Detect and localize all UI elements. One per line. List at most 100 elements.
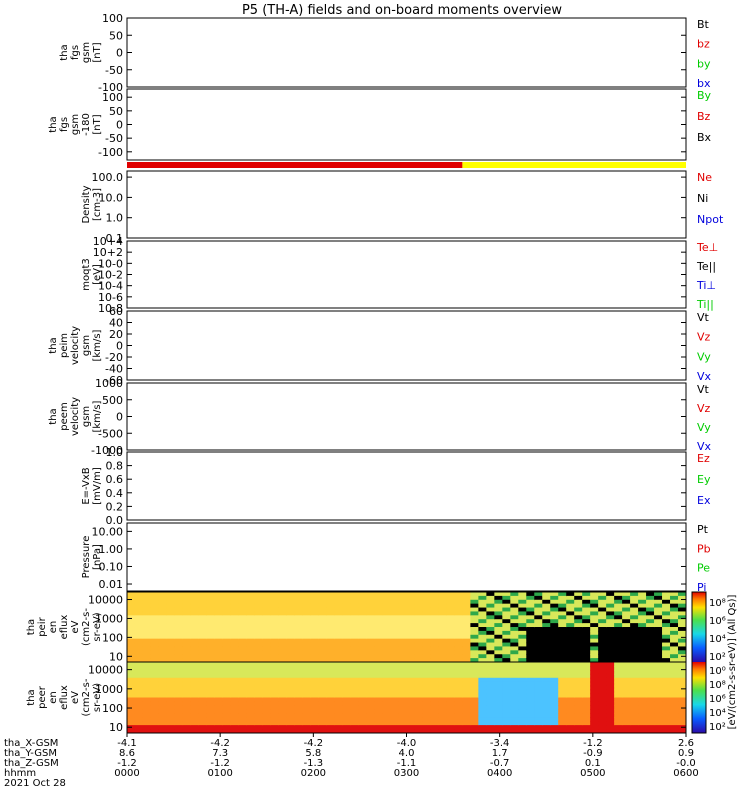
y-tick-label: 0.1	[106, 232, 124, 245]
heatmap-cell	[622, 607, 631, 613]
heatmap-cell	[486, 599, 495, 605]
heatmap-cell	[630, 725, 639, 730]
heatmap-cell	[582, 717, 591, 722]
heatmap-cell	[494, 592, 503, 597]
heatmap-cell	[526, 658, 535, 662]
heatmap-cell	[590, 721, 599, 726]
heatmap-cell	[190, 623, 200, 628]
heatmap-cell	[254, 599, 264, 605]
heatmap-cell	[606, 705, 615, 710]
heatmap-cell	[646, 709, 655, 714]
heatmap-cell	[510, 677, 519, 683]
heatmap-cell	[510, 650, 519, 655]
heatmap-cell	[462, 595, 471, 601]
heatmap-cell	[294, 638, 304, 644]
heatmap-cell	[326, 709, 336, 714]
heatmap-cell	[574, 709, 583, 714]
heatmap-cell	[238, 725, 248, 730]
heatmap-cell	[414, 662, 424, 667]
heatmap-cell	[406, 599, 416, 605]
heatmap-cell	[334, 713, 344, 718]
legend-entry: Bt	[697, 18, 710, 31]
heatmap-cell	[182, 595, 192, 601]
heatmap-cell	[286, 627, 296, 632]
heatmap-cell	[574, 607, 583, 613]
heatmap-cell	[558, 634, 567, 640]
heatmap-cell	[574, 685, 583, 691]
heatmap-cell	[630, 623, 639, 628]
heatmap-cell	[206, 607, 216, 613]
heatmap-cell	[198, 607, 208, 613]
heatmap-cell	[590, 627, 599, 632]
heatmap-cell	[558, 705, 567, 710]
heatmap-cell	[206, 599, 216, 605]
heatmap-cell	[142, 595, 152, 601]
heatmap-cell	[127, 623, 136, 628]
heatmap-cell	[406, 677, 416, 683]
heatmap-cell	[326, 603, 336, 609]
heatmap-cell	[654, 693, 663, 699]
heatmap-cell	[127, 611, 136, 616]
heatmap-cell	[566, 630, 575, 636]
heatmap-cell	[646, 681, 655, 687]
y-tick-label: 100	[102, 91, 123, 104]
heatmap-cell	[222, 717, 232, 722]
heatmap-cell	[358, 623, 368, 628]
heatmap-cell	[222, 729, 232, 733]
heatmap-cell	[502, 677, 511, 683]
heatmap-cell	[270, 673, 280, 679]
heatmap-cell	[558, 638, 567, 644]
heatmap-cell	[590, 658, 599, 662]
heatmap-cell	[326, 654, 336, 659]
heatmap-cell	[558, 607, 567, 613]
heatmap-cell	[438, 693, 448, 699]
heatmap-cell	[534, 721, 543, 726]
heatmap-cell	[158, 646, 168, 651]
y-tick-label: 0.0	[106, 514, 124, 527]
heatmap-cell	[358, 599, 368, 605]
heatmap-cell	[278, 685, 288, 691]
heatmap-cell	[374, 630, 384, 636]
heatmap-cell	[566, 607, 575, 613]
heatmap-cell	[398, 634, 408, 640]
heatmap-cell	[422, 642, 432, 648]
heatmap-cell	[222, 607, 232, 613]
heatmap-cell	[598, 669, 607, 675]
heatmap-cell	[678, 650, 686, 655]
heatmap-cell	[350, 623, 360, 628]
y-tick-label: 1.00	[99, 543, 124, 556]
heatmap-cell	[190, 638, 200, 644]
heatmap-cell	[614, 665, 623, 671]
heatmap-cell	[222, 725, 232, 730]
heatmap-cell	[318, 685, 328, 691]
heatmap-cell	[390, 673, 400, 679]
y-tick-label: 0	[116, 119, 123, 132]
heatmap-cell	[630, 634, 639, 640]
heatmap-cell	[182, 650, 192, 655]
heatmap-cell	[382, 709, 392, 714]
heatmap-cell	[238, 642, 248, 648]
heatmap-cell	[182, 654, 192, 659]
heatmap-cell	[494, 669, 503, 675]
heatmap-cell	[654, 721, 663, 726]
heatmap-cell	[422, 662, 432, 667]
heatmap-cell	[358, 619, 368, 624]
heatmap-cell	[158, 595, 168, 601]
y-tick-label: 0.8	[106, 460, 124, 473]
heatmap-cell	[334, 623, 344, 628]
heatmap-cell	[622, 673, 631, 679]
heatmap-cell	[518, 662, 527, 667]
heatmap-cell	[518, 611, 527, 616]
heatmap-cell	[374, 681, 384, 687]
heatmap-cell	[510, 669, 519, 675]
heatmap-cell	[662, 681, 671, 687]
heatmap-cell	[214, 642, 224, 648]
heatmap-cell	[486, 611, 495, 616]
heatmap-cell	[670, 701, 679, 706]
y-axis-label: en	[48, 621, 59, 634]
heatmap-cell	[606, 607, 615, 613]
heatmap-cell	[246, 642, 256, 648]
heatmap-cell	[270, 709, 280, 714]
heatmap-cell	[646, 669, 655, 675]
heatmap-cell	[566, 669, 575, 675]
